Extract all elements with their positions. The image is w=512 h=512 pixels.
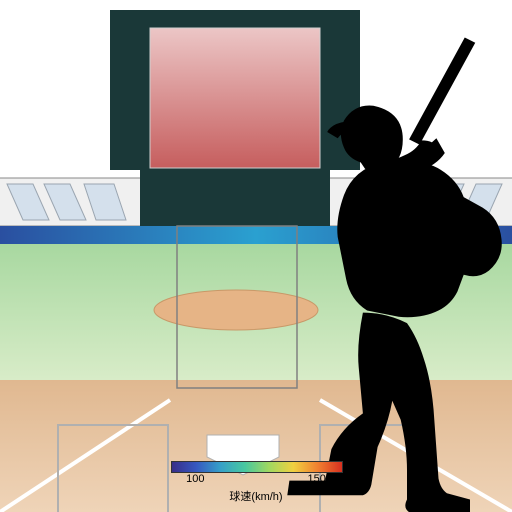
pitch-location-diagram: 100 150 球速(km/h) bbox=[0, 0, 512, 512]
speed-legend: 100 150 球速(km/h) bbox=[171, 461, 341, 504]
legend-tick: 150 bbox=[308, 473, 326, 485]
legend-gradient-bar bbox=[171, 461, 343, 473]
legend-label: 球速(km/h) bbox=[171, 488, 341, 504]
legend-ticks: 100 150 bbox=[171, 473, 341, 487]
stadium-scene bbox=[0, 0, 512, 512]
legend-tick: 100 bbox=[186, 473, 204, 485]
